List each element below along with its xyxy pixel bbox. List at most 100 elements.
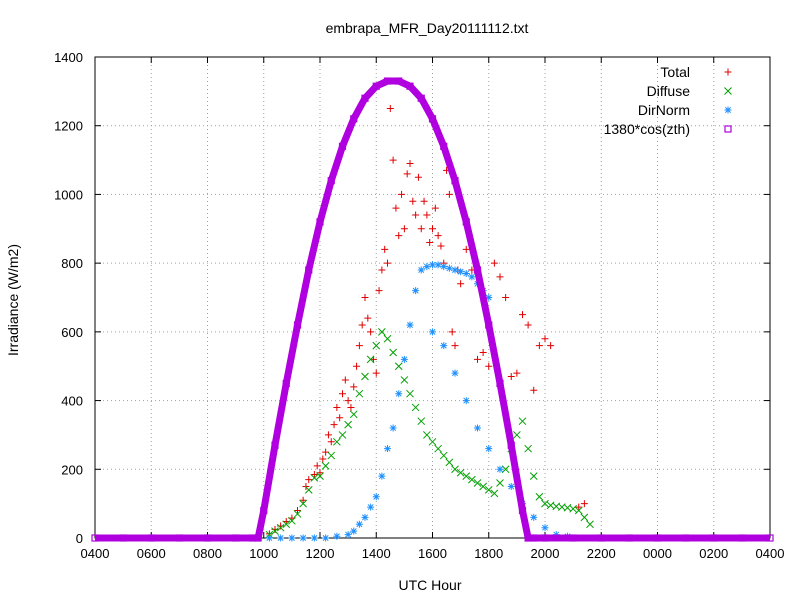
y-tick-label: 1400 (54, 50, 83, 65)
data-point (462, 269, 470, 277)
data-point (428, 115, 437, 123)
x-tick-label: 1000 (249, 546, 278, 561)
data-point (338, 431, 347, 439)
x-tick-label: 2200 (587, 546, 616, 561)
data-point (445, 264, 453, 272)
data-point (574, 506, 583, 515)
data-point (310, 534, 318, 542)
data-point (288, 516, 296, 525)
data-point (350, 383, 358, 391)
data-point (468, 475, 476, 484)
data-point (518, 506, 527, 515)
data-point (530, 534, 538, 542)
data-point (375, 287, 383, 295)
data-point (496, 379, 504, 387)
data-point (434, 261, 442, 269)
data-point (394, 362, 403, 371)
x-tick-label: 1600 (418, 546, 447, 561)
data-point (530, 386, 538, 394)
data-point (484, 486, 493, 494)
data-point (338, 142, 347, 150)
data-point (451, 342, 459, 350)
data-point (524, 444, 532, 453)
series-total (265, 105, 588, 538)
chart-title: embrapa_MFR_Day20111112.txt (326, 20, 529, 36)
data-point (445, 190, 453, 198)
data-point (333, 403, 341, 411)
data-point (310, 470, 318, 478)
data-point (485, 294, 493, 301)
data-point (282, 520, 291, 529)
data-point (738, 534, 746, 542)
data-point (420, 197, 428, 205)
data-point (490, 489, 499, 498)
legend-marker (724, 87, 732, 95)
data-point (417, 225, 425, 233)
data-point (431, 204, 439, 212)
x-tick-label: 0400 (81, 546, 110, 561)
data-point (299, 496, 307, 504)
data-point (496, 479, 504, 487)
y-tick-label: 200 (61, 462, 83, 477)
data-point (406, 160, 414, 168)
y-tick-label: 0 (76, 531, 83, 546)
data-point (322, 534, 330, 542)
data-point (305, 266, 313, 274)
data-point (203, 534, 212, 542)
data-point (456, 468, 465, 477)
x-tick-label: 2000 (531, 546, 560, 561)
data-point (398, 190, 406, 198)
data-point (271, 441, 279, 449)
data-point (462, 245, 470, 253)
data-point (519, 311, 526, 319)
data-point (367, 328, 375, 336)
data-point (353, 362, 361, 370)
data-point (496, 273, 504, 281)
data-point (339, 390, 346, 398)
data-point (372, 493, 380, 501)
series-diffuse (265, 328, 594, 539)
data-point (428, 437, 437, 446)
data-point (473, 266, 482, 274)
data-point (254, 534, 262, 542)
data-point (378, 472, 386, 480)
data-point (347, 403, 355, 411)
ticks: 0400 0600 0800 1000 1200 1400 1600 1800 2000 2200… (54, 50, 784, 561)
data-point (366, 355, 375, 364)
legend-label: 1380*cos(zth) (604, 121, 690, 137)
data-point (305, 476, 313, 484)
data-point (434, 232, 442, 240)
data-point (294, 507, 301, 515)
data-point (361, 372, 369, 381)
data-point (518, 417, 527, 426)
data-point (378, 266, 386, 274)
data-point (423, 211, 431, 219)
data-point (330, 421, 338, 429)
data-point (468, 273, 476, 281)
data-point (490, 259, 498, 267)
data-point (355, 520, 363, 528)
data-point (411, 403, 420, 412)
data-point (260, 506, 268, 515)
data-point (355, 389, 364, 398)
data-point (462, 218, 470, 226)
data-point (271, 527, 279, 535)
x-tick-label: 0400 (756, 546, 785, 561)
legend-label: Diffuse (647, 83, 691, 99)
data-point (293, 321, 302, 329)
data-point (429, 328, 436, 336)
data-point (530, 513, 538, 521)
data-point (412, 211, 420, 219)
data-point (710, 534, 718, 542)
data-point (175, 534, 183, 542)
y-axis-label: Irradiance (W/m2) (5, 244, 21, 356)
legend-marker (724, 106, 732, 114)
data-point (569, 504, 577, 513)
data-point (383, 77, 392, 85)
data-point (336, 414, 344, 422)
data-point (541, 534, 549, 542)
data-point (513, 431, 521, 439)
series-1380-cos-zth- (91, 77, 774, 542)
data-point (457, 268, 465, 276)
data-point (349, 410, 358, 419)
